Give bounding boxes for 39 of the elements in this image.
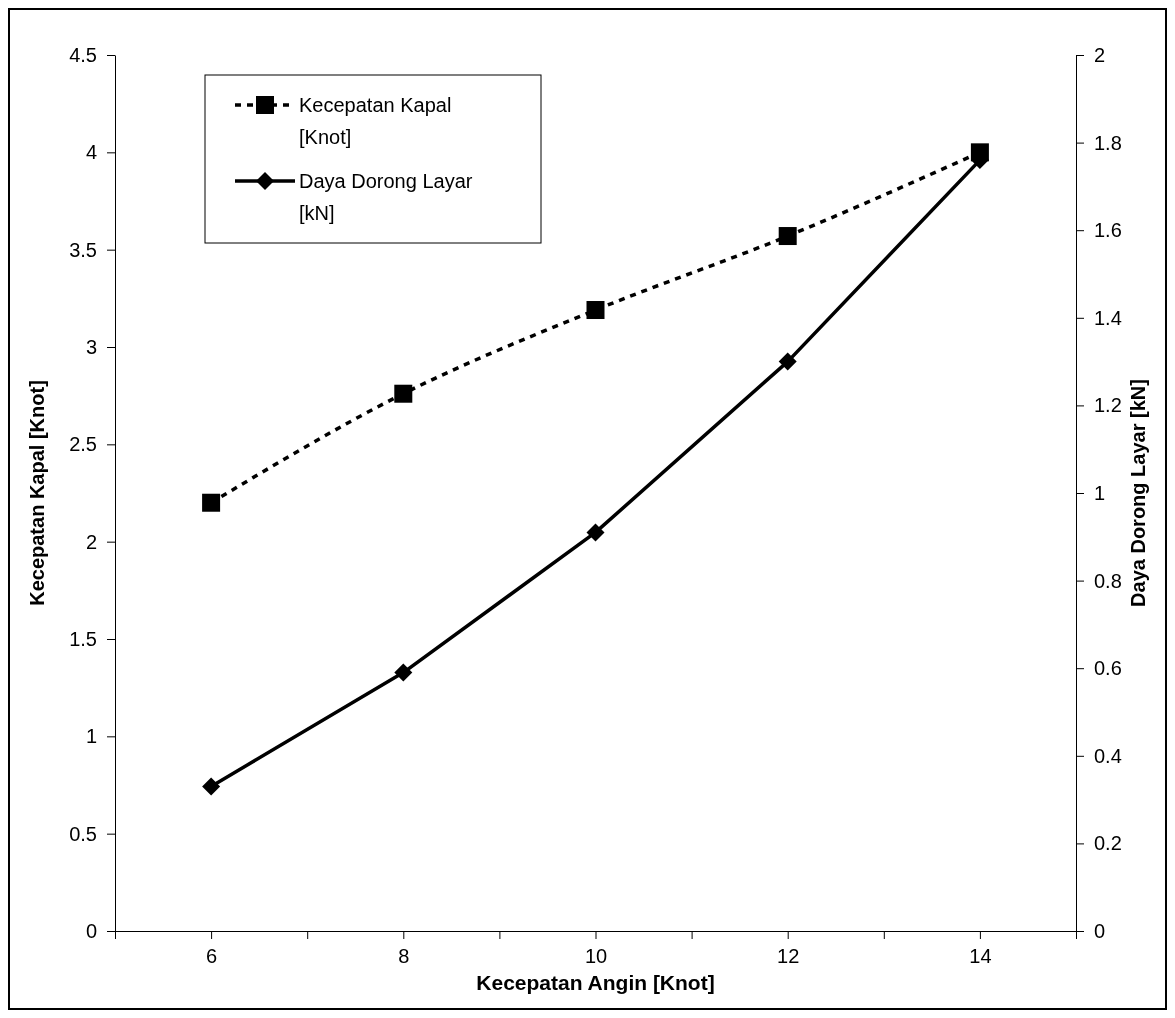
x-tick-label: 12 — [777, 945, 800, 968]
point — [394, 384, 413, 403]
y-tick-label: 1.5 — [69, 627, 97, 650]
y2-tick-label: 1.6 — [1094, 219, 1122, 242]
y-tick-label: 2.5 — [69, 433, 97, 456]
y2-tick-label: 1.2 — [1094, 394, 1122, 417]
y2-tick-label: 2 — [1094, 43, 1106, 66]
point — [202, 777, 221, 796]
y-tick-label: 4.5 — [69, 43, 97, 66]
point — [586, 301, 605, 320]
point — [202, 493, 221, 512]
y-tick-label: 4 — [85, 141, 97, 164]
y2-tick-label: 0.8 — [1094, 569, 1122, 592]
x-tick-label: 10 — [584, 945, 608, 968]
y-tick-label: 0.5 — [69, 822, 97, 845]
y-tick-label: 3.5 — [69, 238, 97, 261]
y2-tick-label: 0.2 — [1094, 832, 1122, 855]
y-tick-label: 2 — [85, 530, 97, 553]
x-tick-label: 8 — [398, 945, 410, 968]
point — [394, 663, 413, 682]
x-tick-label: 14 — [969, 945, 992, 968]
y-tick-label: 1 — [85, 725, 97, 748]
x-axis-title: Kecepatan Angin [Knot] — [476, 971, 715, 994]
point — [778, 352, 797, 371]
y2-tick-label: 1 — [1094, 481, 1106, 504]
y-axis-title: Kecepatan Kapal [Knot] — [26, 380, 48, 606]
y2-axis-title: Daya Dorong Layar [kN] — [1127, 379, 1149, 607]
y-tick-label: 3 — [85, 335, 97, 358]
y2-tick-label: 1.8 — [1094, 131, 1122, 154]
y-tick-label: 0 — [85, 919, 97, 942]
point — [778, 227, 797, 246]
legend-label: Daya Dorong Layar [kN] — [299, 170, 473, 224]
point — [586, 523, 605, 542]
legend-label: Kecepatan Kapal [Knot] — [299, 94, 452, 148]
y2-tick-label: 0.6 — [1094, 657, 1122, 680]
x-tick-label: 6 — [206, 945, 218, 968]
y2-tick-label: 1.4 — [1094, 306, 1122, 329]
y2-tick-label: 0.4 — [1094, 744, 1122, 767]
y2-tick-label: 0 — [1094, 919, 1106, 942]
